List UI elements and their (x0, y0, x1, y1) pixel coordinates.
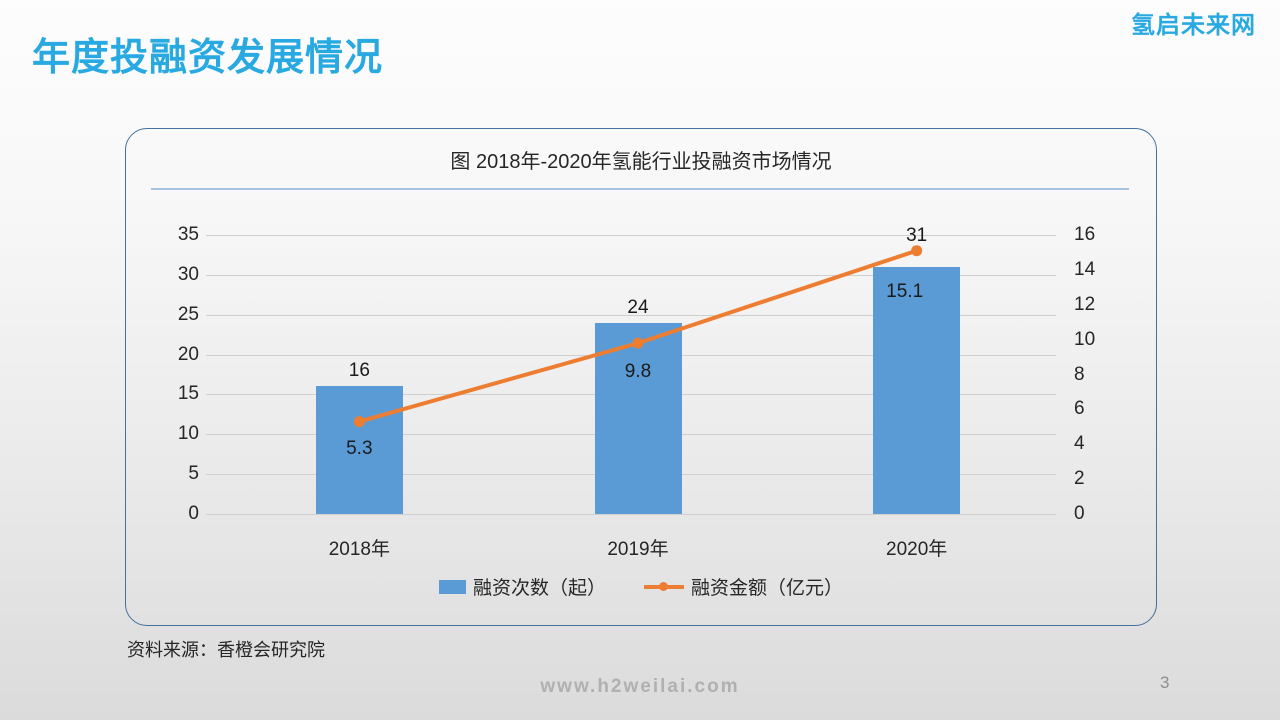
legend-line-label: 融资金额（亿元） (691, 578, 844, 599)
gridline (206, 235, 1056, 236)
bar-2019年 (594, 322, 682, 514)
bar-value-label: 16 (348, 360, 370, 382)
bar-value-label: 24 (627, 296, 649, 318)
x-axis-label: 2020年 (886, 539, 948, 560)
line-point-label: 5.3 (346, 437, 373, 459)
left-axis-tick: 25 (177, 303, 199, 325)
bar-2020年 (873, 266, 961, 514)
chart-card: 图 2018年-2020年氢能行业投融资市场情况 35 30 25 20 15 10 5 0 1… (125, 128, 1157, 626)
legend-bar-label: 融资次数（起） (472, 578, 606, 599)
left-axis-tick: 5 (188, 463, 199, 485)
line-point-label: 9.8 (624, 361, 652, 383)
right-axis-tick: 16 (1074, 224, 1096, 245)
right-axis-tick: 10 (1074, 328, 1096, 350)
left-axis-tick: 15 (177, 383, 199, 405)
left-axis-tick: 30 (177, 263, 199, 285)
right-axis-tick: 6 (1074, 398, 1085, 420)
site-logo: 氢启未来网 (1131, 12, 1256, 39)
chart-title-divider (151, 188, 1129, 190)
chart-legend: 融资次数（起） 融资金额（亿元） (126, 573, 1156, 600)
line-point-label: 15.1 (886, 280, 924, 302)
legend-bar-swatch-icon (438, 579, 466, 594)
left-axis-tick: 35 (177, 224, 199, 245)
gridline (206, 514, 1056, 515)
chart-plot: 35 30 25 20 15 10 5 0 16 14 12 10 8 6 4 2 0 16 2018年 24 2019… (126, 129, 1158, 627)
x-axis-label: 2018年 (328, 539, 390, 560)
bar-value-label: 31 (906, 224, 928, 246)
right-axis-tick: 8 (1074, 363, 1085, 385)
page-number: 3 (1160, 673, 1170, 692)
left-axis-tick: 0 (188, 503, 199, 524)
footer-url: www.h2weilai.com (540, 676, 740, 697)
x-axis-label: 2019年 (607, 539, 669, 560)
left-axis-tick: 10 (177, 423, 199, 445)
page-title: 年度投融资发展情况 (32, 37, 384, 79)
right-axis-tick: 4 (1074, 433, 1085, 455)
right-axis-tick: 0 (1074, 503, 1085, 524)
right-axis-tick: 12 (1074, 293, 1096, 315)
left-axis-tick: 20 (177, 343, 199, 365)
legend-line-swatch-icon (644, 582, 684, 592)
chart-title: 图 2018年-2020年氢能行业投融资市场情况 (450, 151, 832, 173)
legend-entry-bar: 融资次数（起） (438, 573, 606, 600)
legend-entry-line: 融资金额（亿元） (644, 573, 843, 600)
right-axis-tick: 2 (1074, 468, 1085, 490)
source-note: 资料来源：香橙会研究院 (127, 640, 325, 660)
right-axis-tick: 14 (1074, 258, 1096, 280)
line-point-marker (911, 245, 923, 257)
